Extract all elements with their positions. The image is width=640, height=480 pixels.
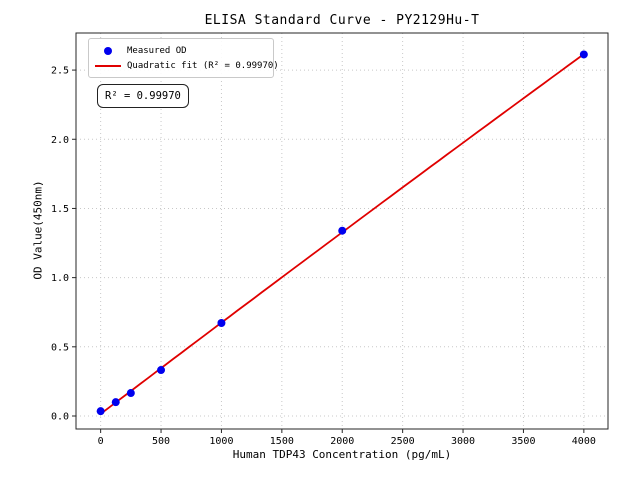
measured-od-dot-icon xyxy=(104,46,112,55)
x-tick-label: 1000 xyxy=(209,436,233,447)
x-tick-label: 1500 xyxy=(270,436,294,447)
x-axis-label: Human TDP43 Concentration (pg/mL) xyxy=(232,448,452,461)
data-point xyxy=(338,226,347,235)
legend-item-measured-od: Measured OD xyxy=(95,44,267,58)
y-tick-label: 1.0 xyxy=(51,273,69,284)
x-tick-label: 500 xyxy=(152,436,170,447)
legend-marker-swatch xyxy=(95,46,121,55)
y-axis-label: OD Value(450nm) xyxy=(31,180,45,280)
legend: Measured OD Quadratic fit (R² = 0.99970) xyxy=(88,38,279,78)
y-tick-label: 0.0 xyxy=(51,411,69,422)
x-tick-label: 3500 xyxy=(511,436,535,447)
legend-line-swatch xyxy=(95,64,121,67)
data-point xyxy=(111,398,120,407)
data-point xyxy=(157,366,166,375)
y-tick-label: 2.5 xyxy=(51,66,69,77)
fit-line-swatch-icon xyxy=(95,64,121,67)
legend-label-quadratic-fit: Quadratic fit (R² = 0.99970) xyxy=(127,60,279,71)
data-point xyxy=(579,50,588,59)
x-tick-label: 0 xyxy=(98,436,104,447)
legend-label-measured-od: Measured OD xyxy=(127,45,187,56)
data-point xyxy=(217,319,226,328)
r-squared-annotation: R² = 0.99970 xyxy=(97,84,189,108)
x-tick-label: 2000 xyxy=(330,436,354,447)
y-tick-label: 0.5 xyxy=(51,342,69,353)
x-tick-label: 3000 xyxy=(451,436,475,447)
x-tick-label: 4000 xyxy=(572,436,596,447)
x-tick-label: 2500 xyxy=(391,436,415,447)
plot-border xyxy=(75,32,609,430)
legend-item-quadratic-fit: Quadratic fit (R² = 0.99970) xyxy=(95,59,279,73)
y-tick-label: 2.0 xyxy=(51,135,69,146)
y-tick-label: 1.5 xyxy=(51,204,69,215)
data-point xyxy=(96,407,105,416)
chart-title: ELISA Standard Curve - PY2129Hu-T xyxy=(204,13,480,28)
data-point xyxy=(126,389,135,398)
